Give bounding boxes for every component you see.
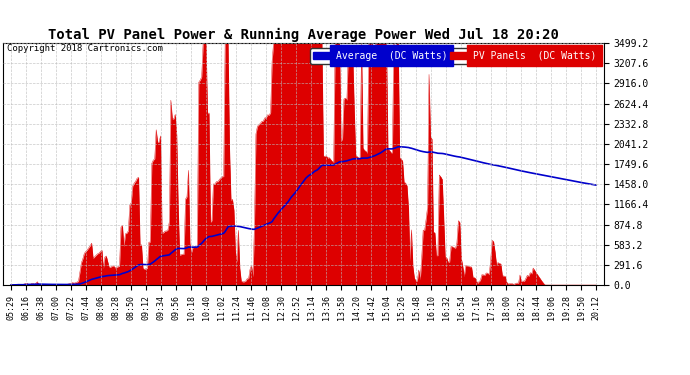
Title: Total PV Panel Power & Running Average Power Wed Jul 18 20:20: Total PV Panel Power & Running Average P…	[48, 28, 559, 42]
Text: Copyright 2018 Cartronics.com: Copyright 2018 Cartronics.com	[7, 44, 163, 52]
Legend: Average  (DC Watts), PV Panels  (DC Watts): Average (DC Watts), PV Panels (DC Watts)	[310, 48, 599, 64]
